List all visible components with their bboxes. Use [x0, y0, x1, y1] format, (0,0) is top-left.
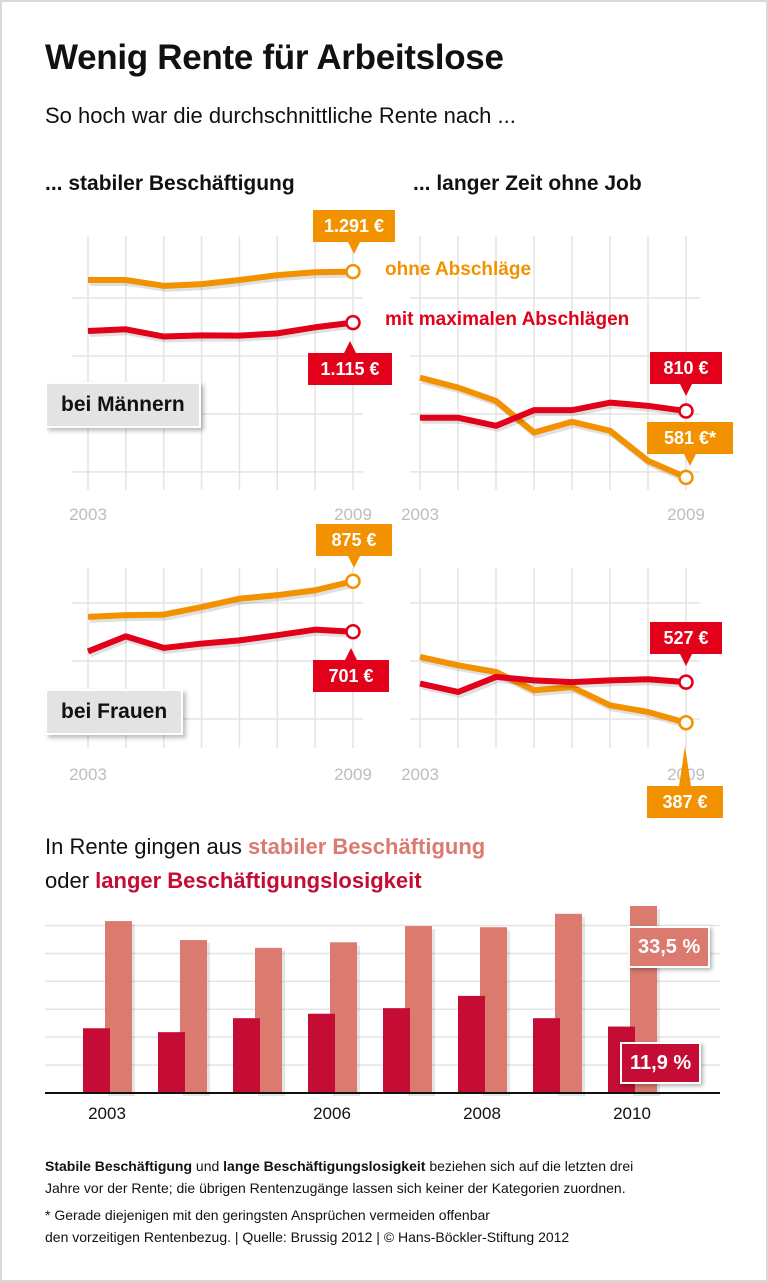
row-label-women: bei Frauen: [45, 689, 184, 735]
x-tick-label: 2003: [88, 1104, 126, 1123]
x-tick-label: 2010: [613, 1104, 651, 1123]
title-prefix: In Rente gingen aus: [45, 834, 249, 859]
bar-jobless-2005: [233, 1018, 260, 1093]
bar-chart-title-line2: oder langer Beschäftigungslosigkeit: [45, 868, 422, 894]
x-tick-label: 2003: [69, 765, 107, 784]
end-point-marker: [678, 714, 694, 731]
footnote-text: und: [192, 1158, 224, 1174]
end-point-marker: [345, 263, 361, 280]
series-line-mit-abschlaegen: [420, 399, 687, 429]
callout-men-jobless-ohne: 581 €*: [647, 422, 733, 466]
title-jobless: langer Beschäftigungslosigkeit: [95, 868, 422, 893]
column-heading-jobless: ... langer Zeit ohne Job: [413, 172, 642, 195]
callout-women-jobless-mit: 527 €: [650, 622, 722, 666]
x-tick-label: 2003: [401, 505, 439, 524]
subtitle: So hoch war die durchschnittliche Rente …: [45, 103, 516, 128]
end-point-marker: [678, 403, 694, 419]
title-stable: stabiler Beschäftigung: [248, 834, 486, 859]
bar-jobless-2009: [533, 1018, 560, 1093]
footnote-definition: Stabile Beschäftigung und lange Beschäft…: [45, 1155, 633, 1199]
end-point-marker: [345, 573, 361, 590]
series-line-mit-abschlaegen: [87, 319, 354, 340]
bar-jobless-2007: [383, 1008, 410, 1093]
callout-men-stable-mit: 1.115 €: [308, 341, 392, 385]
series-line-ohne-abschlaege: [88, 268, 354, 289]
series-line-ohne-abschlaege: [419, 374, 688, 481]
x-tick-label: 2008: [463, 1104, 501, 1123]
series-line-shadow: [89, 581, 356, 623]
legend-ohne-abschlaege: ohne Abschläge: [385, 259, 532, 280]
series-line-ohne-abschlaege: [419, 653, 687, 726]
page-title: Wenig Rente für Arbeitslose: [45, 38, 504, 77]
legend-mit-abschlaegen: mit maximalen Abschlägen: [385, 309, 630, 330]
bar-jobless-2003: [83, 1028, 110, 1093]
footnote-line2: Jahre vor der Rente; die übrigen Rentenz…: [45, 1180, 626, 1196]
footnote-source: * Gerade diejenigen mit den geringsten A…: [45, 1204, 569, 1248]
x-tick-label: 2009: [334, 765, 372, 784]
title-mid: oder: [45, 868, 96, 893]
x-tick-label: 2009: [667, 505, 705, 524]
x-tick-label: 2003: [69, 505, 107, 524]
line-charts: 20032009200320092003200920032009: [69, 236, 705, 784]
x-tick-label: 2006: [313, 1104, 351, 1123]
annotation-jobless-2010: 11,9 %: [620, 1042, 702, 1084]
footnote-note2: den vorzeitigen Rentenbezug. | Quelle: B…: [45, 1229, 570, 1245]
bar-chart-title-line1: In Rente gingen aus stabiler Beschäftigu…: [45, 834, 485, 860]
footnote-bold-stable: Stabile Beschäftigung: [45, 1158, 193, 1174]
row-label-men: bei Männern: [45, 382, 201, 428]
bar-jobless-2008: [458, 995, 485, 1093]
footnote-note1: * Gerade diejenigen mit den geringsten A…: [45, 1207, 490, 1223]
callout-women-jobless-ohne: 387 €: [647, 746, 723, 818]
series-line-mit-abschlaegen: [86, 626, 354, 655]
bar-jobless-2006: [308, 1013, 335, 1093]
end-point-marker: [345, 623, 361, 640]
callout-women-stable-ohne: 875 €: [316, 524, 392, 568]
callout-women-stable-mit: 701 €: [313, 648, 389, 692]
callout-men-jobless-mit: 810 €: [650, 352, 722, 396]
column-heading-stable: ... stabiler Beschäftigung: [45, 172, 295, 195]
callout-men-stable-ohne: 1.291 €: [313, 210, 395, 254]
series-line-ohne-abschlaege: [87, 578, 354, 620]
x-tick-label: 2003: [401, 765, 439, 784]
footnote-bold-jobless: lange Beschäftigungslosigkeit: [223, 1158, 426, 1174]
end-point-marker: [678, 469, 694, 486]
series-line-mit-abschlaegen: [419, 673, 687, 695]
annotation-stable-2010: 33,5 %: [628, 926, 711, 968]
x-tick-label: 2009: [334, 505, 372, 524]
end-point-marker: [345, 314, 361, 331]
footnote-text: beziehen sich auf die letzten drei: [425, 1158, 634, 1174]
end-point-marker: [678, 674, 694, 690]
bar-jobless-2004: [158, 1032, 185, 1093]
